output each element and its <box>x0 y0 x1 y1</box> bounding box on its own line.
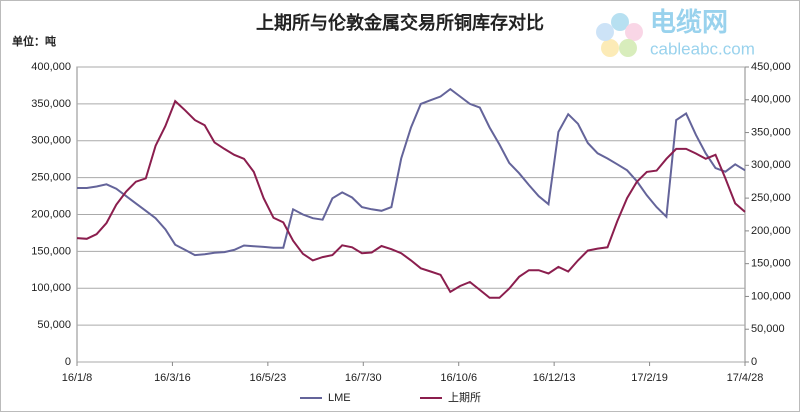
watermark: 电缆网 cableabc.com <box>596 7 755 58</box>
series-line <box>76 99 746 299</box>
y-tick-label: 300,000 <box>31 135 71 147</box>
y2-tick-label: 450,000 <box>751 61 791 73</box>
y-tick-label: 200,000 <box>31 208 71 220</box>
y2-tick-label: 200,000 <box>751 225 791 237</box>
watermark-name: 电缆网 <box>650 7 728 37</box>
y2-tick-label: 150,000 <box>751 258 791 270</box>
x-tick-label: 17/2/19 <box>631 372 668 384</box>
y-tick-label: 50,000 <box>37 319 71 331</box>
y-tick-label: 350,000 <box>31 98 71 110</box>
y-tick-label: 150,000 <box>31 245 71 257</box>
x-tick-label: 17/4/28 <box>727 372 764 384</box>
y2-tick-label: 0 <box>751 356 757 368</box>
x-tick-label: 16/1/8 <box>62 372 93 384</box>
x-tick-label: 16/5/23 <box>250 372 287 384</box>
y2-tick-label: 300,000 <box>751 159 791 171</box>
x-tick-label: 16/3/16 <box>154 372 191 384</box>
x-tick-label: 16/10/6 <box>440 372 477 384</box>
y2-tick-label: 400,000 <box>751 94 791 106</box>
x-tick-label: 16/7/30 <box>345 372 382 384</box>
watermark-site: cableabc.com <box>650 39 755 58</box>
x-tick-label: 16/12/13 <box>533 372 576 384</box>
y-tick-label: 250,000 <box>31 172 71 184</box>
y2-tick-label: 100,000 <box>751 290 791 302</box>
y-axis-label: 单位：吨 <box>12 34 56 48</box>
legend-label: LME <box>328 392 351 404</box>
legend-label: 上期所 <box>448 391 481 404</box>
y2-tick-label: 350,000 <box>751 126 791 138</box>
y-tick-label: 0 <box>65 356 71 368</box>
y2-tick-label: 50,000 <box>751 323 785 335</box>
y2-tick-label: 250,000 <box>751 192 791 204</box>
chart-title: 上期所与伦敦金属交易所铜库存对比 <box>256 12 544 34</box>
y-tick-label: 400,000 <box>31 61 71 73</box>
series-line <box>77 87 746 257</box>
y-tick-label: 100,000 <box>31 282 71 294</box>
